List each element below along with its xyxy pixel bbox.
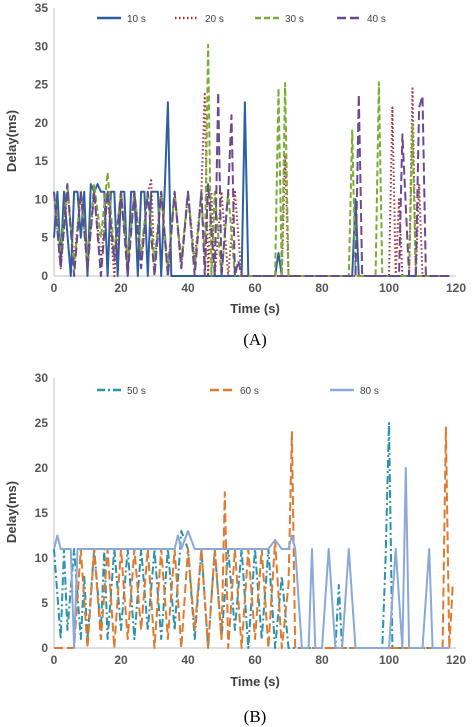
chart-a-x-tick-label: 0 — [51, 281, 58, 295]
chart-a-panel-label: (A) — [243, 330, 267, 349]
chart-a-x-tick-label: 80 — [315, 281, 329, 295]
chart-a: Delay(ms) Time (s) (A) 0 20 40 60 80 100 120 0 5… — [4, 1, 466, 349]
chart-a-y-tick-label: 30 — [35, 39, 49, 53]
chart-b-y-tick-label: 25 — [35, 416, 49, 430]
chart-a-ylabel: Delay(ms) — [4, 110, 19, 172]
chart-a-y-tick-label: 15 — [35, 154, 49, 168]
chart-b-x-tick-label: 120 — [446, 653, 466, 667]
chart-b-y-tick-label: 5 — [41, 596, 48, 610]
chart-a-y-tick-label: 20 — [35, 116, 49, 130]
chart-a-y-tick-label: 35 — [35, 1, 49, 15]
chart-b-y-tick-label: 0 — [41, 641, 48, 655]
chart-b-series-line — [54, 426, 454, 649]
chart-a-legend-label: 30 s — [285, 14, 304, 25]
chart-a-y-tick-label: 25 — [35, 78, 49, 92]
chart-a-y-tick-label: 0 — [41, 269, 48, 283]
chart-a-x-tick-label: 60 — [248, 281, 262, 295]
chart-b-x-tick-label: 80 — [315, 653, 329, 667]
chart-a-x-tick-label: 20 — [114, 281, 128, 295]
chart-b-xlabel: Time (s) — [230, 674, 280, 689]
chart-b-legend-label: 80 s — [360, 386, 379, 397]
chart-b-x-tick-label: 0 — [51, 653, 58, 667]
chart-b-series-line — [53, 467, 450, 649]
chart-b-y-tick-label: 20 — [35, 461, 49, 475]
chart-b-panel-label: (B) — [244, 707, 267, 726]
chart-b-x-tick-label: 60 — [248, 653, 262, 667]
chart-a-xlabel: Time (s) — [230, 301, 280, 316]
chart-a-legend-label: 20 s — [205, 14, 224, 25]
chart-a-legend-label: 10 s — [127, 14, 146, 25]
chart-b: Delay(ms) Time (s) (B) 0 20 40 60 80 100 120 0 5… — [4, 371, 466, 726]
chart-b-x-tick-label: 40 — [181, 653, 195, 667]
chart-b-x-tick-label: 100 — [379, 653, 399, 667]
chart-b-y-tick-label: 15 — [35, 506, 49, 520]
chart-a-x-tick-label: 40 — [181, 281, 195, 295]
chart-b-legend-label: 50 s — [127, 386, 146, 397]
chart-b-series-line — [53, 422, 450, 649]
chart-a-y-tick-label: 10 — [35, 192, 49, 206]
chart-b-y-tick-label: 10 — [35, 551, 49, 565]
chart-a-legend-label: 40 s — [367, 14, 386, 25]
chart-b-x-tick-label: 20 — [114, 653, 128, 667]
chart-b-y-tick-label: 30 — [35, 371, 49, 385]
chart-a-x-tick-label: 100 — [379, 281, 399, 295]
chart-b-ylabel: Delay(ms) — [4, 481, 19, 543]
chart-b-legend-label: 60 s — [240, 386, 259, 397]
chart-a-series-line — [53, 91, 450, 277]
chart-a-x-tick-label: 120 — [446, 281, 466, 295]
chart-a-y-tick-label: 5 — [41, 231, 48, 245]
